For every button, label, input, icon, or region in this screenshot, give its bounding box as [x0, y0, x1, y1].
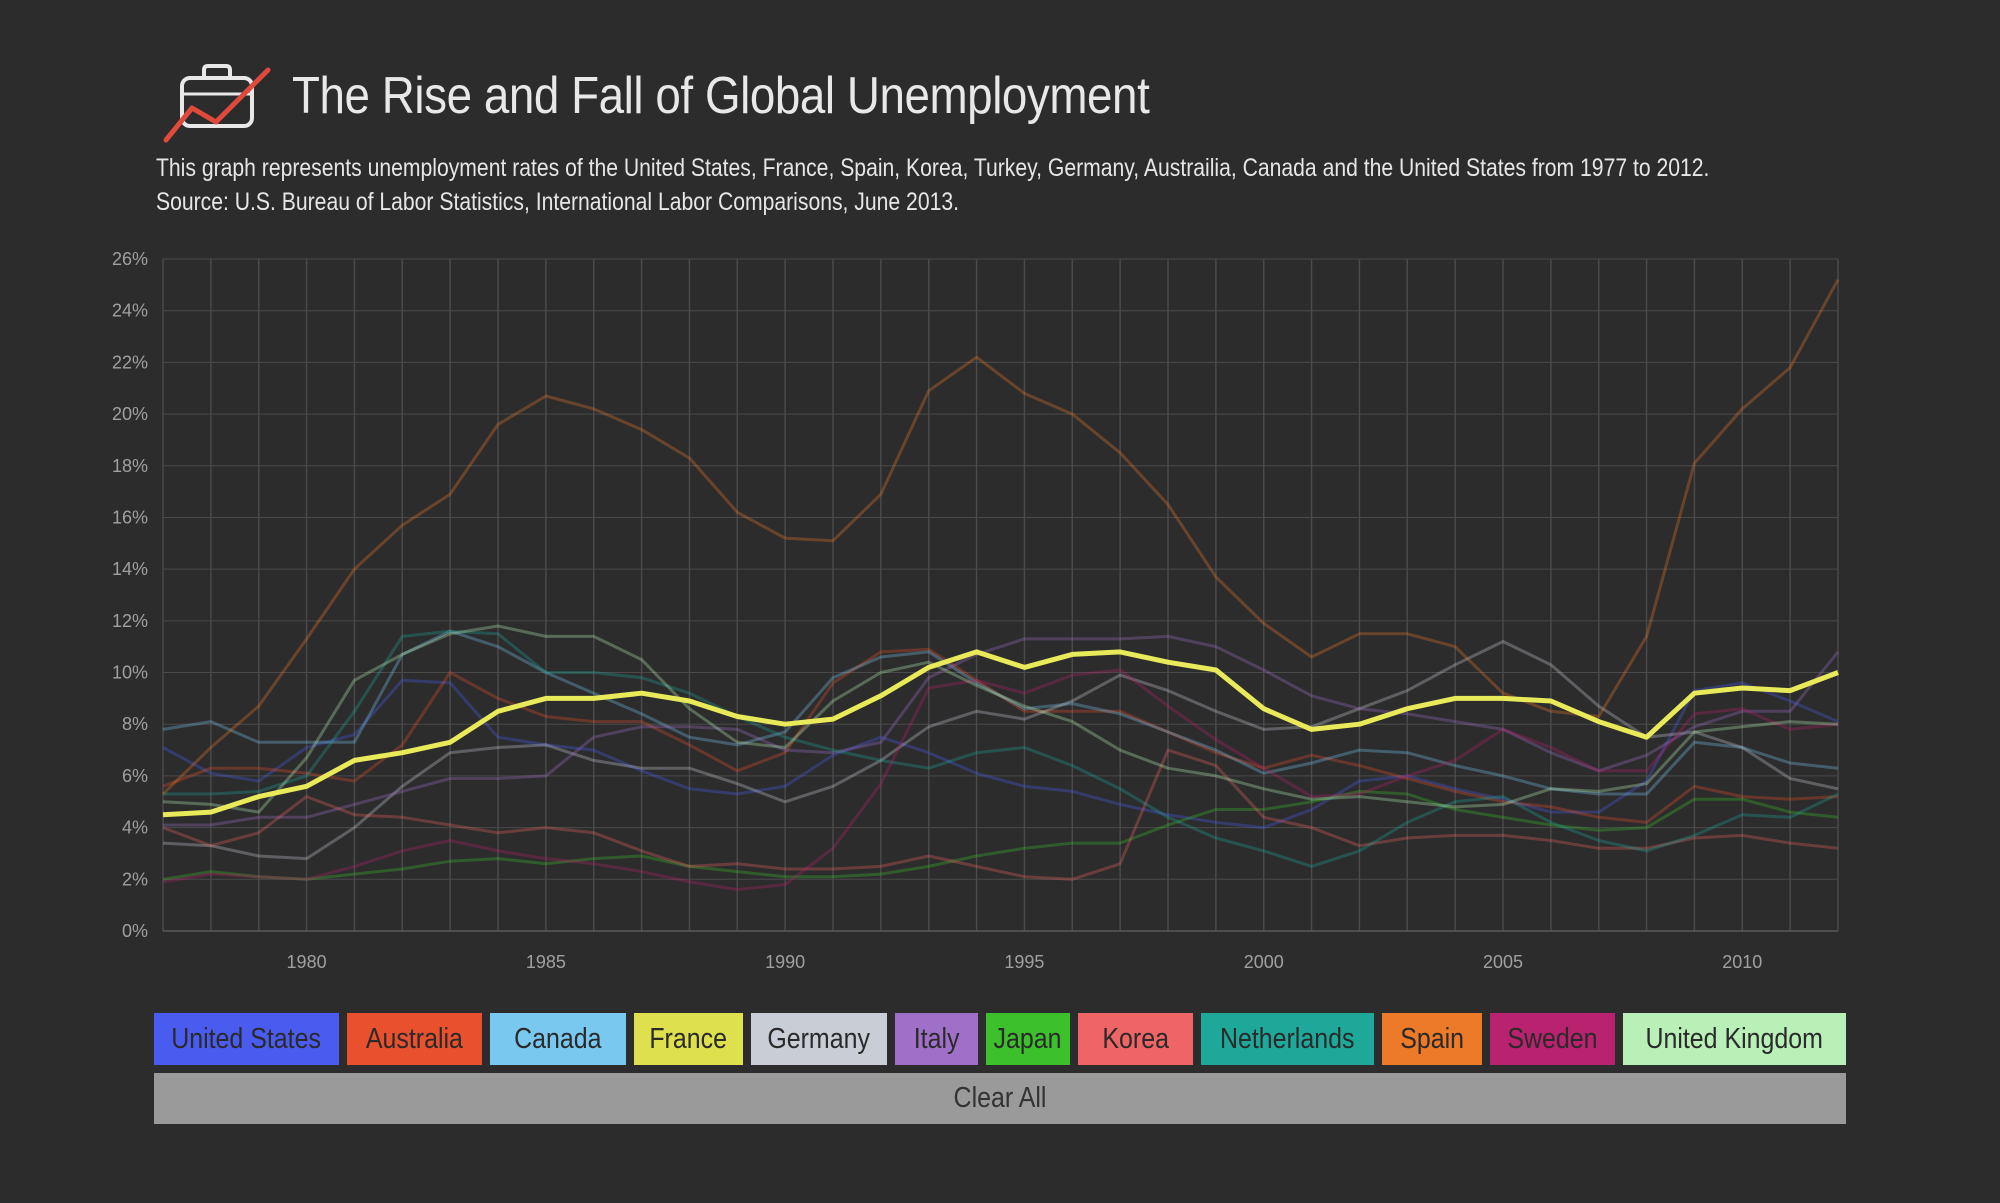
legend-item-spain[interactable]: Spain	[1382, 1013, 1482, 1065]
series-line-korea	[162, 748, 1839, 881]
legend-item-japan[interactable]: Japan	[986, 1013, 1070, 1065]
legend-label: Spain	[1400, 1022, 1464, 1055]
series-line-italy	[163, 634, 1840, 827]
y-tick-label: 18%	[112, 456, 148, 476]
y-tick-label: 2%	[122, 869, 148, 889]
y-tick-label: 0%	[122, 921, 148, 941]
legend-label: Korea	[1102, 1022, 1169, 1055]
y-tick-label: 6%	[122, 766, 148, 786]
series-line-united-kingdom	[162, 624, 1839, 814]
series-line-canada	[162, 629, 1839, 796]
series-line-sweden	[162, 668, 1839, 892]
legend-item-united-states[interactable]: United States	[154, 1013, 340, 1065]
legend-label: Canada	[514, 1022, 602, 1055]
legend-item-sweden[interactable]: Sweden	[1489, 1013, 1616, 1065]
legend-item-italy[interactable]: Italy	[894, 1013, 979, 1065]
legend-item-united-kingdom[interactable]: United Kingdom	[1623, 1013, 1846, 1065]
series-line-japan	[162, 789, 1839, 881]
legend-item-canada[interactable]: Canada	[490, 1013, 626, 1065]
clear-all-label: Clear All	[953, 1082, 1047, 1114]
series-line-united-states	[162, 678, 1839, 830]
legend-item-korea[interactable]: Korea	[1077, 1013, 1194, 1065]
briefcase-chart-icon	[163, 64, 271, 143]
series-line-france	[162, 649, 1839, 818]
unemployment-line-chart: 0% 2% 4% 6% 8% 10% 12% 14% 16% 18% 20% 22% 24% 26% 198…	[112, 249, 1840, 972]
legend-item-france[interactable]: France	[633, 1013, 744, 1065]
chart-description: This graph represents unemployment rates…	[156, 151, 1709, 219]
series-line-netherlands	[163, 629, 1839, 868]
x-tick-label: 2010	[1722, 952, 1762, 972]
y-tick-label: 4%	[122, 818, 148, 838]
x-tick-label: 1995	[1004, 952, 1044, 972]
series-line-australia	[162, 647, 1839, 824]
x-tick-label: 1985	[526, 952, 566, 972]
y-tick-label: 12%	[112, 611, 148, 631]
y-tick-label: 10%	[112, 663, 148, 683]
legend-label: Sweden	[1507, 1022, 1598, 1055]
x-tick-label: 2005	[1483, 952, 1523, 972]
source-line: Source: U.S. Bureau of Labor Statistics,…	[156, 188, 959, 216]
legend-label: Italy	[913, 1022, 960, 1055]
y-tick-label: 20%	[112, 404, 148, 424]
x-tick-label: 1990	[765, 952, 805, 972]
legend-label: Australia	[366, 1022, 464, 1055]
description-line: This graph represents unemployment rates…	[156, 154, 1710, 182]
legend-item-australia[interactable]: Australia	[347, 1013, 483, 1065]
page-title: The Rise and Fall of Global Unemployment	[292, 67, 1150, 125]
x-tick-label: 1980	[287, 952, 327, 972]
y-tick-label: 16%	[112, 507, 148, 527]
series-line-spain	[161, 278, 1840, 796]
series-line-germany	[162, 640, 1839, 861]
legend: United States Australia Canada France German…	[154, 1013, 1846, 1065]
legend-item-germany[interactable]: Germany	[751, 1013, 887, 1065]
y-tick-label: 14%	[112, 559, 148, 579]
y-tick-label: 8%	[122, 714, 148, 734]
y-tick-label: 24%	[112, 301, 148, 321]
legend-label: United States	[171, 1022, 322, 1055]
legend-label: United Kingdom	[1645, 1022, 1824, 1055]
legend-label: Germany	[767, 1022, 871, 1055]
legend-label: France	[649, 1022, 728, 1055]
y-tick-label: 22%	[112, 352, 148, 372]
legend-item-netherlands[interactable]: Netherlands	[1201, 1013, 1375, 1065]
y-tick-label: 26%	[112, 249, 148, 269]
x-tick-label: 2000	[1244, 952, 1284, 972]
clear-all-button[interactable]: Clear All	[154, 1073, 1846, 1124]
legend-label: Netherlands	[1220, 1022, 1355, 1055]
legend-label: Japan	[993, 1022, 1062, 1055]
